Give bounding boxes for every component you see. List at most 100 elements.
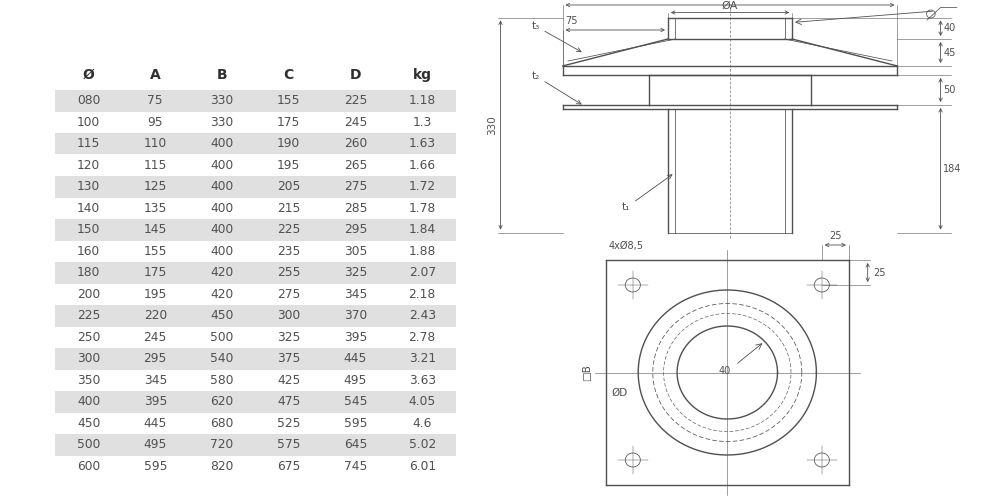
Text: 600: 600 xyxy=(77,460,100,473)
Text: 3.21: 3.21 xyxy=(409,352,436,365)
Text: C: C xyxy=(284,68,294,82)
Text: 495: 495 xyxy=(344,374,367,387)
Text: 575: 575 xyxy=(277,438,301,451)
Text: 225: 225 xyxy=(344,94,367,108)
Text: 350: 350 xyxy=(77,374,100,387)
Text: Ø: Ø xyxy=(83,68,95,82)
Text: 135: 135 xyxy=(144,202,167,215)
Bar xyxy=(55,90,456,112)
Bar xyxy=(55,348,456,370)
Text: A: A xyxy=(150,68,161,82)
Text: 245: 245 xyxy=(144,331,167,344)
Text: 420: 420 xyxy=(210,266,234,279)
Text: 1.18: 1.18 xyxy=(409,94,436,108)
Text: t₂: t₂ xyxy=(531,71,581,104)
Text: 140: 140 xyxy=(77,202,100,215)
Text: 2.18: 2.18 xyxy=(409,288,436,300)
Text: 1.63: 1.63 xyxy=(409,137,436,150)
Text: 620: 620 xyxy=(210,395,234,408)
Text: 275: 275 xyxy=(277,288,300,300)
Text: 2.78: 2.78 xyxy=(409,331,436,344)
Text: 110: 110 xyxy=(144,137,167,150)
Text: 305: 305 xyxy=(344,245,367,258)
Text: 395: 395 xyxy=(144,395,167,408)
Text: t₃: t₃ xyxy=(531,21,581,52)
Text: 155: 155 xyxy=(277,94,301,108)
Text: 300: 300 xyxy=(77,352,100,365)
Text: 120: 120 xyxy=(77,159,100,172)
Text: 75: 75 xyxy=(565,16,578,26)
Bar xyxy=(55,391,456,412)
Text: 400: 400 xyxy=(210,137,234,150)
Text: 595: 595 xyxy=(344,416,367,430)
Text: 400: 400 xyxy=(210,202,234,215)
Text: 080: 080 xyxy=(77,94,100,108)
Text: 1.84: 1.84 xyxy=(409,223,436,236)
Text: 260: 260 xyxy=(344,137,367,150)
Text: 400: 400 xyxy=(77,395,100,408)
Text: 1.72: 1.72 xyxy=(409,180,436,193)
Text: 345: 345 xyxy=(344,288,367,300)
Text: 160: 160 xyxy=(77,245,100,258)
Text: 4.05: 4.05 xyxy=(409,395,436,408)
Text: 3.63: 3.63 xyxy=(409,374,436,387)
Text: 645: 645 xyxy=(344,438,367,451)
Text: 130: 130 xyxy=(77,180,100,193)
Text: 115: 115 xyxy=(77,137,100,150)
Text: 285: 285 xyxy=(344,202,367,215)
Text: 820: 820 xyxy=(210,460,234,473)
Text: 450: 450 xyxy=(77,416,100,430)
Text: 1.3: 1.3 xyxy=(413,116,432,128)
Text: 25: 25 xyxy=(873,268,886,278)
Text: 330: 330 xyxy=(487,115,497,135)
Text: 195: 195 xyxy=(144,288,167,300)
Bar xyxy=(55,434,456,456)
Text: 245: 245 xyxy=(344,116,367,128)
Text: 545: 545 xyxy=(344,395,367,408)
Text: 205: 205 xyxy=(277,180,300,193)
Text: 50: 50 xyxy=(943,85,956,95)
Text: kg: kg xyxy=(413,68,432,82)
Text: 675: 675 xyxy=(277,460,300,473)
Text: 5.02: 5.02 xyxy=(409,438,436,451)
Text: 1.66: 1.66 xyxy=(409,159,436,172)
Text: 325: 325 xyxy=(344,266,367,279)
Text: 45: 45 xyxy=(943,48,956,58)
Text: 265: 265 xyxy=(344,159,367,172)
Text: 300: 300 xyxy=(277,309,300,322)
Text: 500: 500 xyxy=(77,438,100,451)
Text: □B: □B xyxy=(582,364,592,381)
Text: 4xØ8,5: 4xØ8,5 xyxy=(608,241,644,251)
Text: 250: 250 xyxy=(77,331,100,344)
Text: ØD: ØD xyxy=(611,388,627,398)
Text: 445: 445 xyxy=(144,416,167,430)
Text: 235: 235 xyxy=(277,245,300,258)
Text: 150: 150 xyxy=(77,223,100,236)
Text: 100: 100 xyxy=(77,116,100,128)
Text: 720: 720 xyxy=(210,438,234,451)
Text: 295: 295 xyxy=(344,223,367,236)
Text: 225: 225 xyxy=(277,223,300,236)
Text: t₁: t₁ xyxy=(622,174,672,212)
Text: 295: 295 xyxy=(144,352,167,365)
Text: 400: 400 xyxy=(210,245,234,258)
Text: 4.6: 4.6 xyxy=(413,416,432,430)
Text: 125: 125 xyxy=(144,180,167,193)
Text: 425: 425 xyxy=(277,374,300,387)
Text: 190: 190 xyxy=(277,137,300,150)
Bar xyxy=(55,219,456,240)
Text: 2.43: 2.43 xyxy=(409,309,436,322)
Text: 180: 180 xyxy=(77,266,100,279)
Text: 195: 195 xyxy=(277,159,300,172)
Text: 220: 220 xyxy=(144,309,167,322)
Text: 275: 275 xyxy=(344,180,367,193)
Text: 580: 580 xyxy=(210,374,234,387)
Text: 145: 145 xyxy=(144,223,167,236)
Text: 330: 330 xyxy=(210,94,234,108)
Text: 445: 445 xyxy=(344,352,367,365)
Text: 25: 25 xyxy=(829,231,842,241)
Text: 255: 255 xyxy=(277,266,301,279)
Text: 200: 200 xyxy=(77,288,100,300)
Text: 225: 225 xyxy=(77,309,100,322)
Text: 6.01: 6.01 xyxy=(409,460,436,473)
